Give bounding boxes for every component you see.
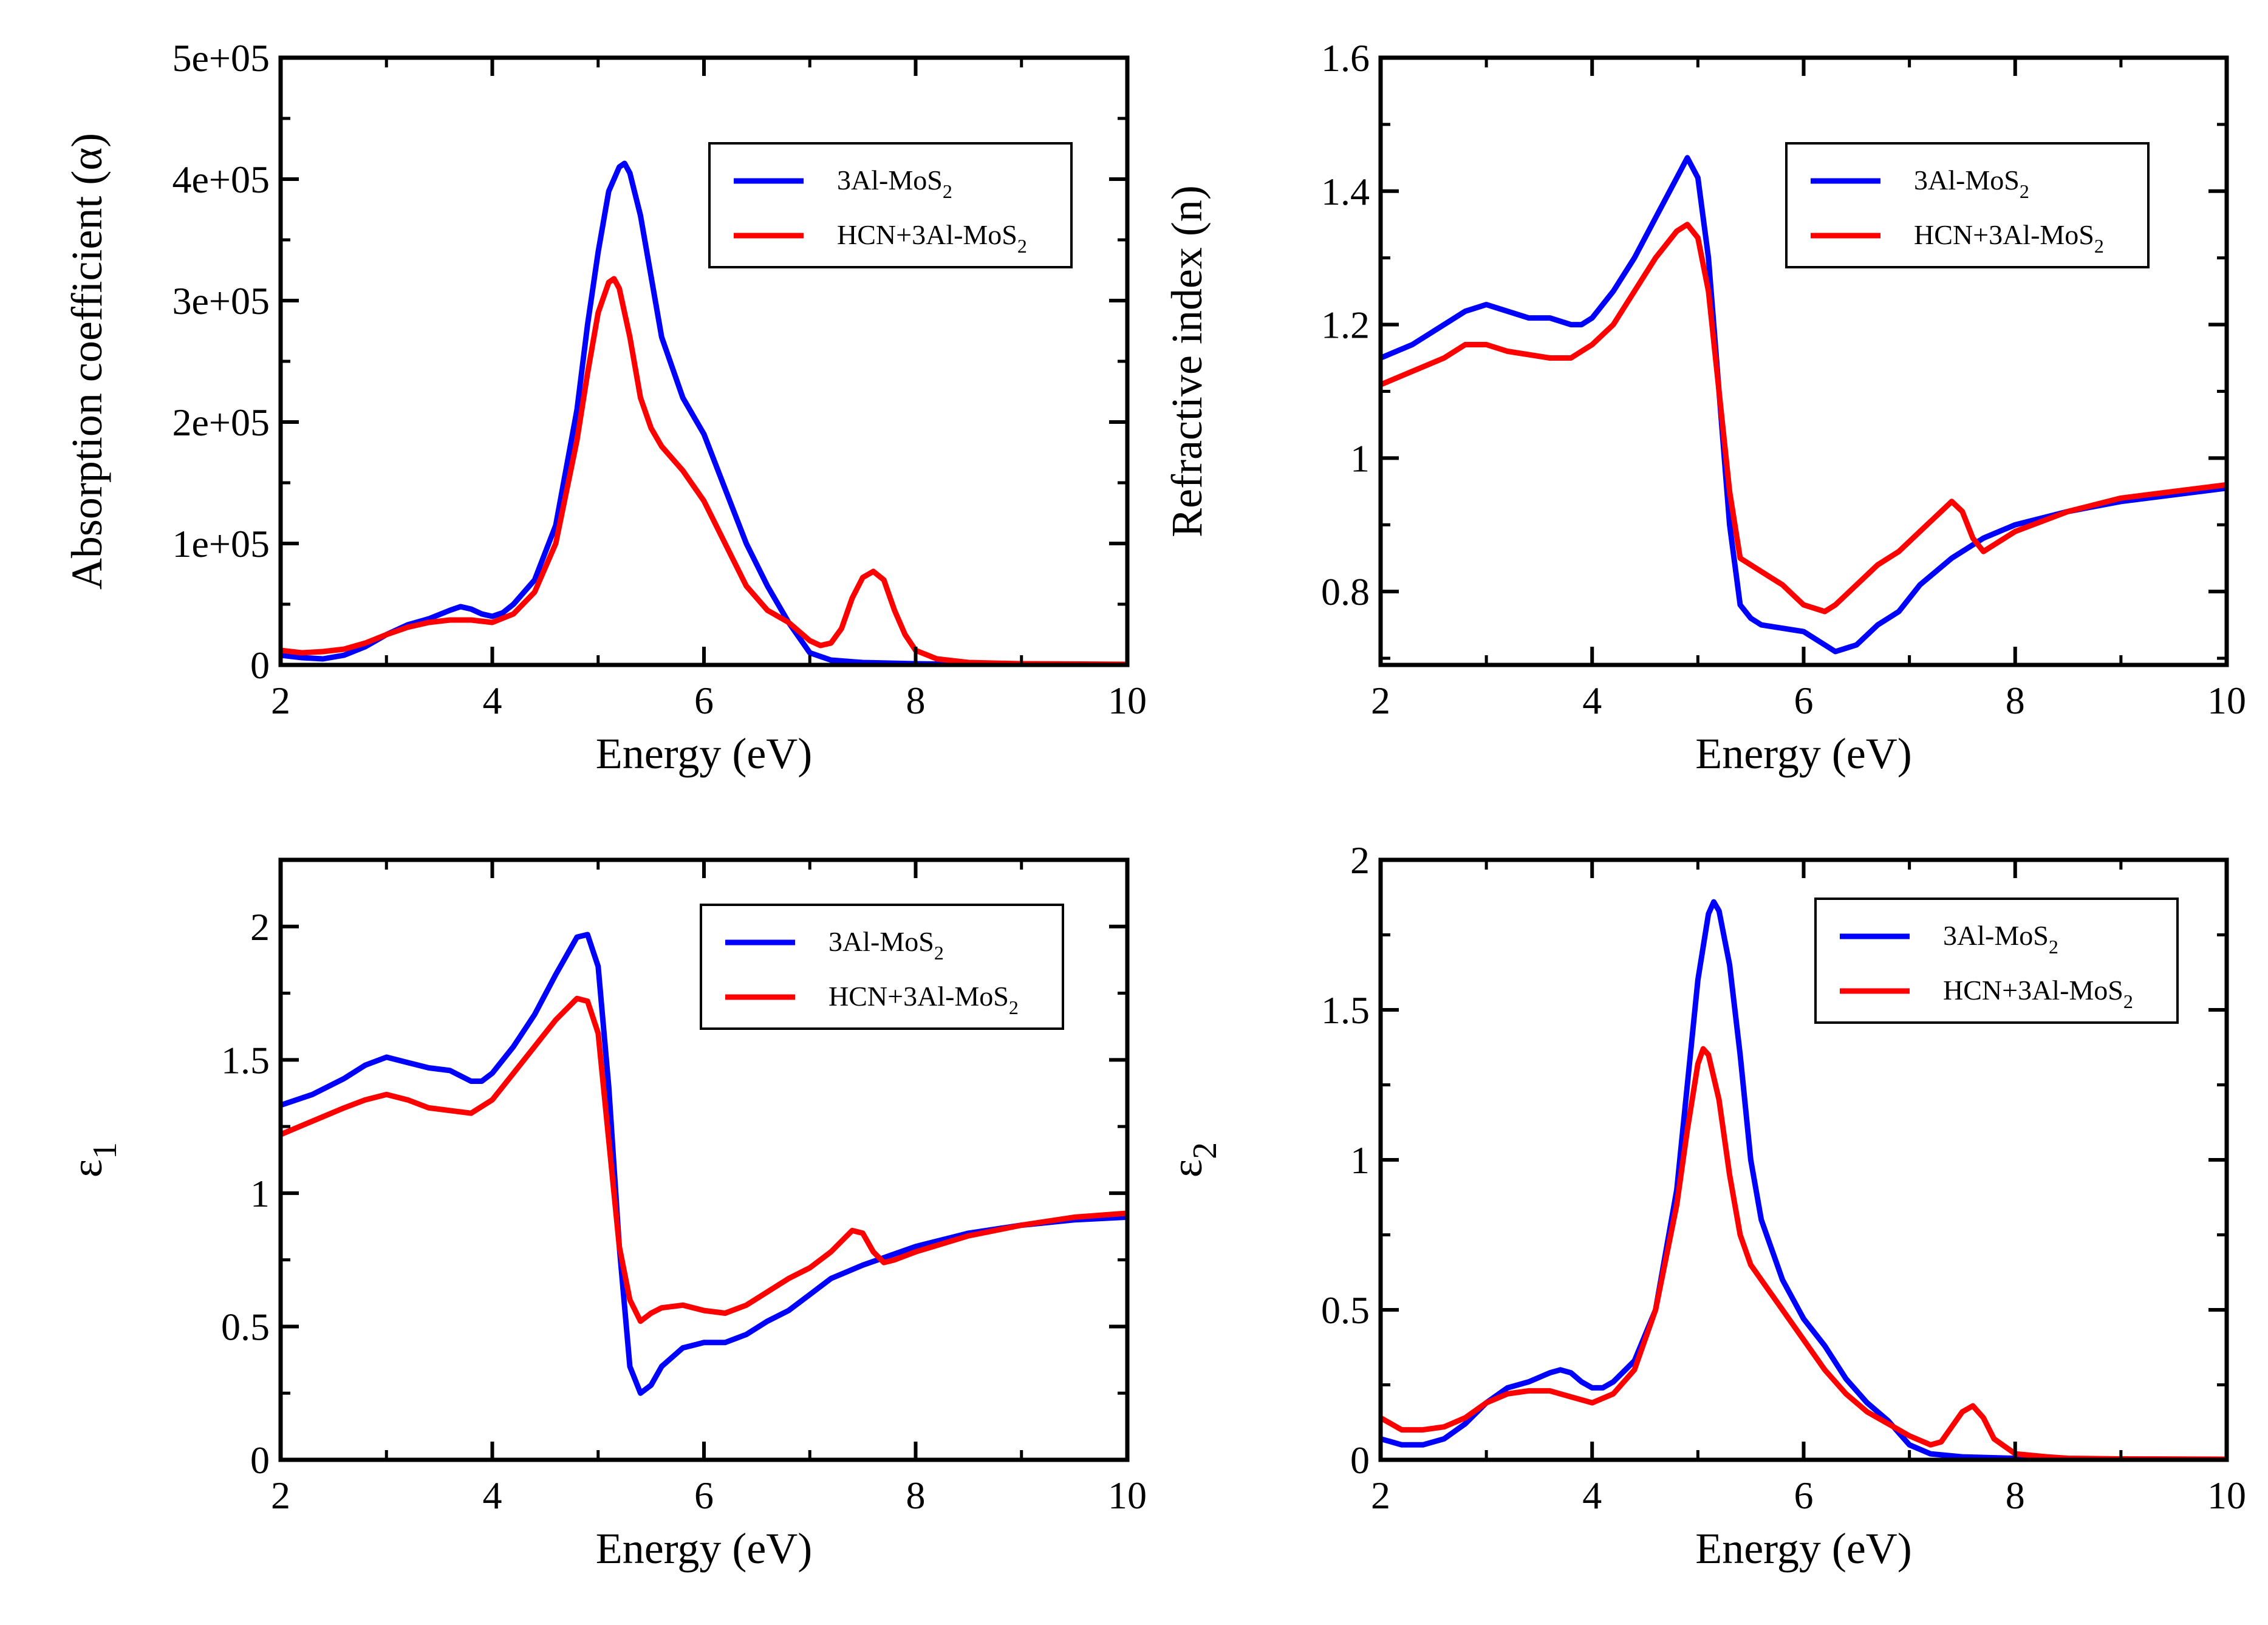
legend-label-1: 3Al-MoS2 [828,926,944,964]
y-axis-title: ε2 [1163,1142,1224,1177]
panel-4: 2 4 6 8 10 0 0.5 1 1.5 2 Energy (eV) ε2 3Al-MoS2 HCN+… [1163,839,2246,1573]
series-line-2 [1381,222,2227,615]
x-tick-label: 2 [1371,1474,1390,1517]
legend-label-2: HCN+3Al-MoS2 [1943,975,2133,1012]
x-tick-label: 6 [694,679,714,722]
y-tick-label: 1 [1350,437,1370,480]
legend-label-2: HCN+3Al-MoS2 [1914,219,2104,257]
y-tick-label: 0.5 [1321,1289,1370,1332]
series-line-2 [1381,1046,2227,1460]
y-axis-title: ε1 [63,1142,124,1177]
y-axis-title-group: Refractive index (n) [1163,185,1211,537]
legend-label-1: 3Al-MoS2 [1943,920,2058,958]
legend-label-1: 3Al-MoS2 [837,165,952,202]
y-tick-label: 1.2 [1321,304,1370,347]
series-line-1 [281,160,1127,665]
x-tick-label: 10 [1108,1474,1147,1517]
x-tick-label: 4 [1582,679,1602,722]
y-tick-label: 2 [250,905,270,949]
x-tick-label: 10 [2207,679,2246,722]
x-tick-label: 2 [1371,679,1390,722]
y-tick-label: 1e+05 [172,522,270,565]
y-tick-label: 1.5 [1321,989,1370,1032]
x-axis-title: Energy (eV) [1695,1524,1912,1573]
legend-label-1: 3Al-MoS2 [1914,165,2029,202]
x-axis-title: Energy (eV) [1695,729,1912,778]
x-tick-label: 2 [271,679,290,722]
y-tick-label: 4e+05 [172,158,270,201]
series-line-2 [281,995,1127,1324]
legend-label-2: HCN+3Al-MoS2 [828,981,1019,1018]
x-axis-title: Energy (eV) [596,729,813,778]
legend: 3Al-MoS2 HCN+3Al-MoS2 [700,904,1064,1030]
legend: 3Al-MoS2 HCN+3Al-MoS2 [1814,898,2179,1024]
y-tick-label: 0.5 [221,1305,270,1348]
y-tick-label: 2e+05 [172,401,270,444]
y-axis-title-group: Absorption coefficient (α) [63,133,111,590]
x-tick-label: 10 [1108,679,1147,722]
x-tick-label: 6 [694,1474,714,1517]
y-tick-label: 5e+05 [172,36,270,80]
y-axis-title: Absorption coefficient (α) [63,133,111,590]
y-tick-label: 0 [250,644,270,687]
series-line-2 [281,276,1127,665]
legend: 3Al-MoS2 HCN+3Al-MoS2 [1785,142,2150,268]
y-tick-label: 1.6 [1321,36,1370,80]
legend-box [700,904,1064,1030]
x-tick-label: 4 [483,1474,502,1517]
y-tick-label: 0.8 [1321,570,1370,613]
y-tick-label: 0 [250,1439,270,1482]
panel-2: 2 4 6 8 10 0.8 1 1.2 1.4 1.6 Energy (eV) Refractive… [1163,36,2246,778]
panel-3: 2 4 6 8 10 0 0.5 1 1.5 2 Energy (eV) ε1 3Al-MoS2 HCN+… [63,857,1147,1573]
y-tick-label: 1.5 [221,1038,270,1082]
y-axis-title: Refractive index (n) [1163,185,1211,537]
y-axis-title-group: ε2 [1163,1142,1224,1177]
x-tick-label: 6 [1794,1474,1814,1517]
legend-box [1814,898,2179,1024]
x-tick-label: 8 [906,1474,926,1517]
y-tick-label: 0 [1350,1439,1370,1482]
y-tick-label: 1.4 [1321,170,1370,213]
x-tick-label: 2 [271,1474,290,1517]
x-tick-label: 4 [1582,1474,1602,1517]
y-tick-label: 1 [1350,1139,1370,1182]
x-tick-label: 8 [2006,679,2025,722]
legend-box [1785,142,2150,268]
x-tick-label: 10 [2207,1474,2246,1517]
x-tick-label: 8 [2006,1474,2025,1517]
y-axis-title-group: ε1 [63,1142,124,1177]
x-tick-label: 4 [483,679,502,722]
y-tick-label: 1 [250,1172,270,1215]
legend-label-2: HCN+3Al-MoS2 [837,219,1027,257]
legend-box [708,142,1073,268]
y-tick-label: 2 [1350,839,1370,882]
panel-1: 2 4 6 8 10 0 1e+05 2e+05 3e+05 4e+05 5e+05 Energy (… [63,36,1147,778]
legend: 3Al-MoS2 HCN+3Al-MoS2 [708,142,1073,268]
x-axis-title: Energy (eV) [596,1524,813,1573]
y-tick-label: 3e+05 [172,279,270,322]
x-tick-label: 6 [1794,679,1814,722]
x-tick-label: 8 [906,679,926,722]
